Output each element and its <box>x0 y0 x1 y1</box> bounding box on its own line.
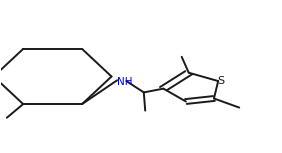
Text: NH: NH <box>117 77 133 87</box>
Text: S: S <box>217 76 224 86</box>
